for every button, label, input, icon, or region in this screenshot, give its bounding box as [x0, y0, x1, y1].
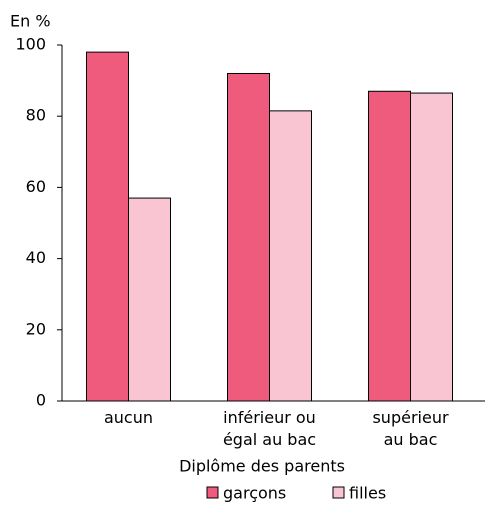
y-tick-label: 20: [26, 319, 46, 338]
y-tick-label: 60: [26, 177, 46, 196]
bar: [410, 92, 453, 402]
legend-swatch: [206, 486, 219, 499]
legend-label: filles: [349, 484, 386, 503]
bar: [269, 110, 312, 402]
x-tick-label: aucun: [104, 408, 153, 427]
y-tick-label: 100: [15, 35, 46, 54]
y-tick-label: 40: [26, 248, 46, 267]
y-tick-label: 0: [36, 391, 46, 410]
x-tick-label: supérieur au bac: [372, 408, 448, 449]
bar: [368, 90, 411, 402]
bar: [86, 51, 129, 402]
bar: [128, 197, 171, 402]
y-tick-label: 80: [26, 106, 46, 125]
legend-swatch: [332, 486, 345, 499]
legend-label: garçons: [223, 484, 286, 503]
y-axis-label: En %: [10, 12, 51, 31]
x-axis-label: Diplôme des parents: [179, 457, 345, 476]
x-tick-label: inférieur ou égal au bac: [223, 408, 316, 449]
bar: [227, 72, 270, 402]
